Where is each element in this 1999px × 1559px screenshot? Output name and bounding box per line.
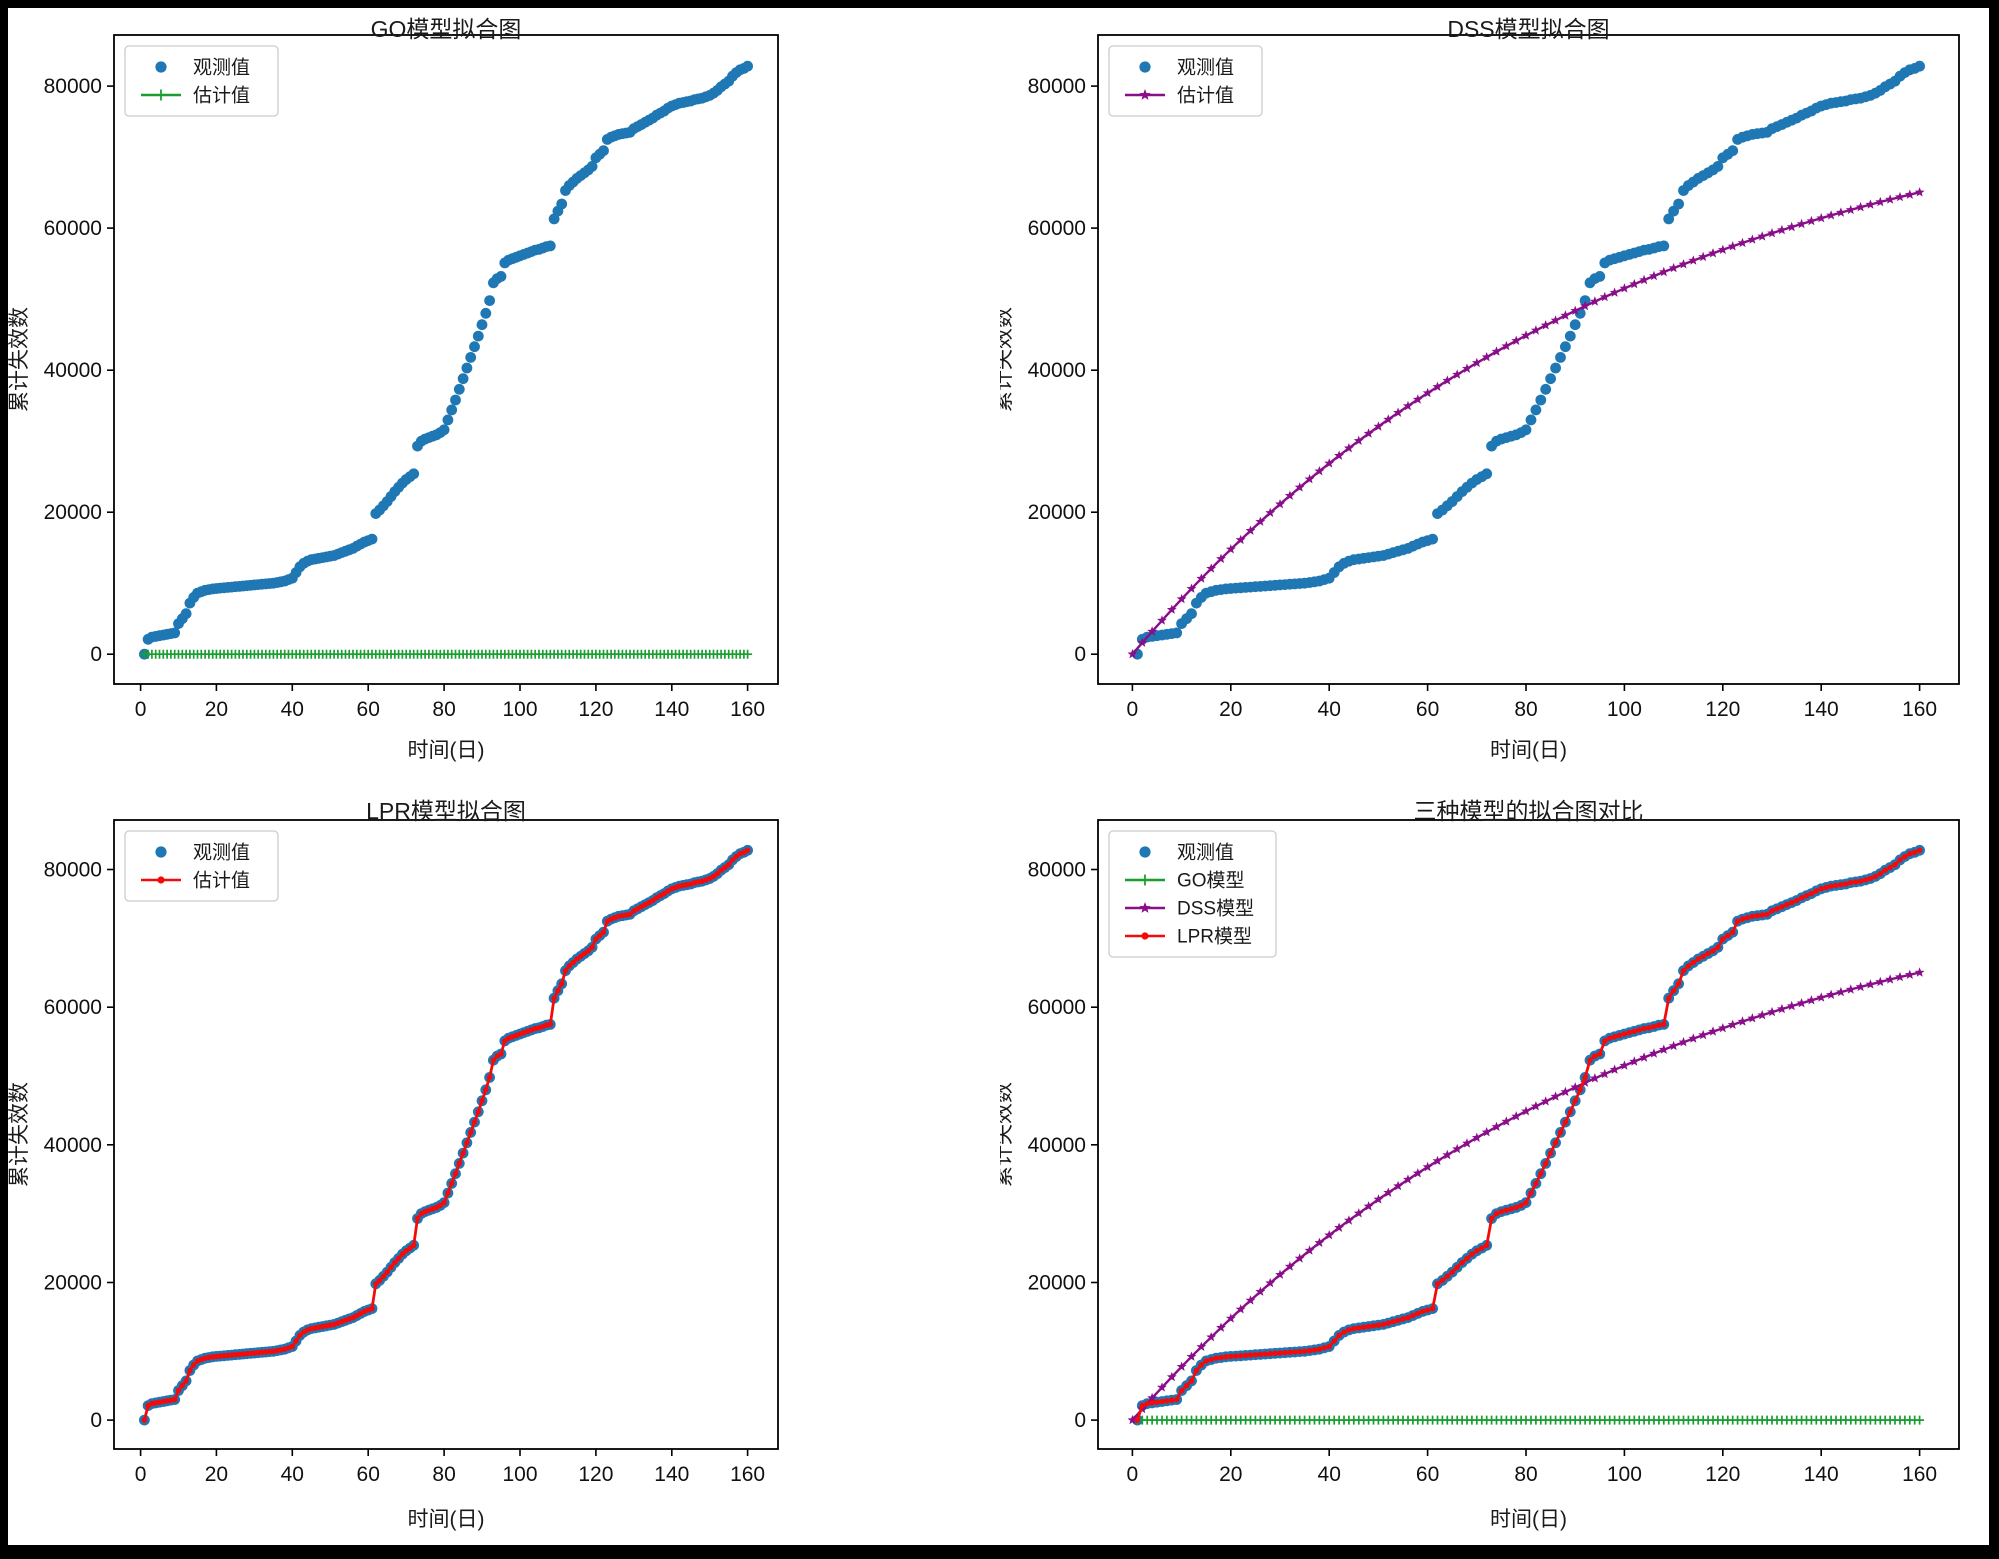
svg-text:观测值: 观测值 [1177,842,1234,864]
svg-text:观测值: 观测值 [1177,57,1234,79]
panel-dss-model: 0 20 40 60 80 100 120 140 160 0 20000 40000 60000 800… [1000,8,1989,776]
svg-text:120: 120 [578,698,613,721]
x-axis-label-lpr: 时间(日) [407,1508,485,1531]
figure-canvas: 0 20 40 60 80 100 120 140 160 0 20000 40000 60000 800… [8,8,1989,1545]
svg-text:0: 0 [135,698,147,721]
svg-text:20: 20 [205,1463,228,1486]
legend: 观测值 GO模型 DSS模型 LPR模型 [1108,830,1277,958]
chart-title-go: GO模型拟合图 [370,16,522,42]
svg-text:DSS模型: DSS模型 [1177,898,1254,920]
svg-text:140: 140 [654,1463,689,1486]
svg-text:120: 120 [1705,1463,1740,1486]
svg-text:80000: 80000 [1028,859,1086,882]
svg-text:80: 80 [432,1463,455,1486]
x-axis-label-comparison: 时间(日) [1490,1508,1567,1531]
svg-text:100: 100 [502,698,537,721]
svg-text:60: 60 [1416,1463,1439,1486]
svg-text:20000: 20000 [44,1272,102,1295]
svg-text:0: 0 [1074,1409,1086,1432]
svg-text:80: 80 [1514,1463,1537,1486]
svg-text:0: 0 [135,1463,147,1486]
svg-text:120: 120 [578,1463,613,1486]
svg-text:160: 160 [730,1463,765,1486]
chart-title-dss: DSS模型拟合图 [1447,16,1610,42]
svg-text:估计值: 估计值 [193,85,250,107]
svg-text:80: 80 [1514,698,1537,721]
svg-text:40000: 40000 [44,359,102,382]
svg-text:60: 60 [357,698,380,721]
svg-text:60: 60 [1416,698,1439,721]
svg-text:120: 120 [1705,698,1740,721]
svg-text:80: 80 [432,698,455,721]
svg-text:160: 160 [1902,1463,1937,1486]
svg-text:100: 100 [1607,1463,1642,1486]
svg-text:40: 40 [281,1463,304,1486]
svg-text:0: 0 [1127,1463,1139,1486]
svg-text:0: 0 [90,643,102,666]
panel-lpr-model: 0 20 40 60 80 100 120 140 160 0 20000 40000 60000 800… [8,776,1000,1545]
y-axis-label: 累计失效数 [8,307,31,412]
svg-text:80000: 80000 [44,75,102,98]
svg-text:40: 40 [1318,1463,1341,1486]
x-axis-label-dss: 时间(日) [1490,739,1567,762]
x-axis-label-go: 时间(日) [407,739,485,762]
comparison-chart: 0 20 40 60 80 100 120 140 160 0 20000 40000 60000 800… [1000,819,1960,1486]
chart-title-comparison: 三种模型的拟合图对比 [1413,798,1644,824]
svg-text:20: 20 [1219,698,1242,721]
y-axis-label: 累计失效数 [1000,307,1015,412]
svg-text:100: 100 [502,1463,537,1486]
svg-text:20000: 20000 [44,501,102,524]
svg-text:60000: 60000 [1028,217,1086,240]
svg-text:20: 20 [1219,1463,1242,1486]
y-axis-label: 累计失效数 [1000,1082,1015,1187]
svg-text:40000: 40000 [1028,359,1086,382]
svg-text:140: 140 [654,698,689,721]
svg-text:观测值: 观测值 [193,57,250,79]
svg-text:100: 100 [1607,698,1642,721]
svg-text:40000: 40000 [44,1134,102,1157]
svg-text:20000: 20000 [1028,1272,1086,1295]
svg-text:140: 140 [1804,1463,1839,1486]
svg-text:0: 0 [1127,698,1139,721]
svg-text:60000: 60000 [1028,996,1086,1019]
svg-text:0: 0 [1074,643,1086,666]
svg-text:20: 20 [205,698,228,721]
svg-text:60000: 60000 [44,217,102,240]
y-axis-label: 累计失效数 [8,1082,31,1187]
svg-text:60: 60 [357,1463,380,1486]
panel-comparison: 0 20 40 60 80 100 120 140 160 0 20000 40000 60000 800… [1000,776,1989,1545]
svg-text:80000: 80000 [44,859,102,882]
svg-text:40: 40 [281,698,304,721]
svg-text:LPR模型: LPR模型 [1177,926,1252,948]
svg-text:40: 40 [1318,698,1341,721]
svg-text:160: 160 [1902,698,1937,721]
svg-text:40000: 40000 [1028,1134,1086,1157]
chart-title-lpr: LPR模型拟合图 [366,798,526,824]
svg-text:估计值: 估计值 [193,870,250,892]
svg-text:估计值: 估计值 [1177,85,1234,107]
svg-text:160: 160 [730,698,765,721]
panel-go-model: 0 20 40 60 80 100 120 140 160 0 20000 40000 60000 800… [8,8,1000,776]
dss-model-chart: 0 20 40 60 80 100 120 140 160 0 20000 40000 60000 800… [1000,34,1960,721]
svg-text:20000: 20000 [1028,501,1086,524]
svg-text:140: 140 [1804,698,1839,721]
svg-text:60000: 60000 [44,996,102,1019]
svg-text:观测值: 观测值 [193,842,250,864]
lpr-model-chart: 0 20 40 60 80 100 120 140 160 0 20000 40000 60000 800… [8,819,779,1486]
svg-text:GO模型: GO模型 [1177,870,1245,892]
go-model-chart: 0 20 40 60 80 100 120 140 160 0 20000 40000 60000 800… [8,34,779,721]
svg-text:80000: 80000 [1028,75,1086,98]
svg-text:0: 0 [90,1409,102,1432]
